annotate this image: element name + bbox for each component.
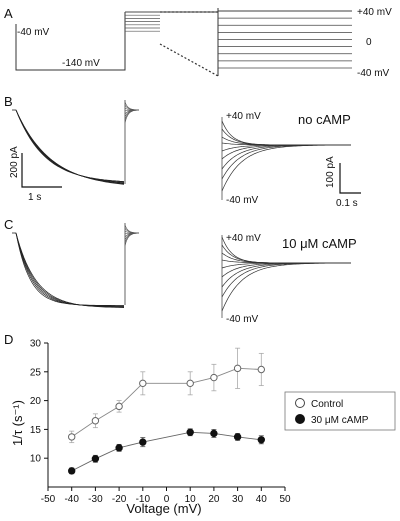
tail-trace [221, 262, 351, 312]
control-point [210, 373, 218, 382]
x-tick-label: -10 [136, 494, 151, 505]
tail-b-top-label: +40 mV [226, 111, 261, 122]
x-tick-label: 40 [256, 494, 268, 505]
scale-bar-left-y: 200 pA [9, 146, 20, 178]
x-tick-label: 0 [164, 494, 170, 505]
camp-point [186, 428, 194, 436]
protocol-zero-label: 0 [366, 37, 372, 48]
y-tick-label: 20 [30, 396, 42, 407]
panel-c: C +40 mV -40 mV 10 μM cAMP [4, 217, 357, 325]
tail-trace [221, 262, 351, 298]
legend-camp-label: 30 μM cAMP [311, 415, 369, 426]
activation-trace [15, 109, 125, 185]
control-point [115, 402, 123, 411]
protocol-top-label: +40 mV [357, 7, 392, 18]
y-tick-label: 15 [30, 425, 42, 436]
camp-point [210, 429, 218, 438]
activation-trace [15, 232, 124, 307]
activation-trace [15, 232, 124, 306]
series-line [71, 367, 262, 438]
panel-d-label: D [4, 332, 13, 347]
x-tick-label: 10 [185, 494, 197, 505]
activation-tail-mini [124, 109, 140, 124]
legend-box [284, 391, 396, 431]
tail-b-bottom-label: -40 mV [226, 195, 259, 206]
scale-bar-right-y: 100 pA [325, 156, 336, 188]
tail-traces-c [221, 235, 351, 318]
x-tick-label: 50 [279, 494, 291, 505]
camp-point [115, 444, 123, 452]
camp-point [233, 433, 242, 441]
condition-c-label: 10 μM cAMP [282, 236, 357, 251]
panel-c-label: C [4, 217, 13, 232]
activation-trace [15, 109, 125, 182]
y-tick-label: 25 [30, 367, 42, 378]
tail-traces-b [221, 117, 351, 200]
control-point [186, 379, 194, 388]
camp-point [91, 455, 100, 463]
activation-trace [15, 109, 125, 185]
tail-trace [221, 128, 351, 146]
x-tick-label: -20 [112, 494, 127, 505]
camp-point [257, 436, 265, 444]
panel-b-label: B [4, 94, 13, 109]
scale-bar-right-x: 0.1 s [336, 198, 358, 209]
panel-d: D -50 -40 -30 -20 -10 0 10 20 30 40 50 10 15 20 25 30 V… [4, 332, 396, 516]
camp-point [68, 467, 76, 475]
protocol-hold-label: -40 mV [17, 27, 50, 38]
control-point [233, 364, 242, 373]
legend-control-label: Control [311, 399, 343, 410]
activation-trace [15, 232, 124, 308]
rate-voltage-chart: -50 -40 -30 -20 -10 0 10 20 30 40 50 10 15 20 25 30 [30, 339, 291, 506]
condition-b-label: no cAMP [298, 112, 351, 127]
panel-a-label: A [4, 6, 13, 21]
activation-trace [15, 232, 124, 307]
activation-tail-mini [124, 224, 139, 234]
x-axis-label: Voltage (mV) [126, 501, 201, 516]
protocol-step-label: -140 mV [62, 58, 100, 69]
x-tick-label: -50 [41, 494, 56, 505]
control-point [257, 365, 265, 374]
scale-bar-left-b [21, 153, 62, 188]
tail-trace [221, 144, 351, 192]
tail-c-top-label: +40 mV [226, 233, 261, 244]
control-point [139, 379, 147, 388]
x-tick-label: -30 [88, 494, 103, 505]
control-point [68, 433, 76, 441]
x-tick-label: 30 [232, 494, 244, 505]
tail-trace [221, 252, 351, 264]
panel-b: B 200 pA 1 s +40 mV -40 mV no cAMP 100 p… [4, 94, 361, 209]
activation-traces-c [12, 223, 140, 308]
legend: Control 30 μM cAMP [284, 391, 396, 431]
camp-point [139, 438, 147, 446]
y-tick-label: 10 [30, 454, 42, 465]
activation-trace [15, 232, 125, 308]
protocol-dotted-diagonal [159, 43, 219, 77]
control-point [91, 417, 100, 425]
y-tick-label: 30 [30, 339, 42, 350]
x-tick-label: -40 [64, 494, 79, 505]
x-tick-label: 20 [208, 494, 220, 505]
scale-bar-right-b [339, 163, 361, 194]
activation-tail-mini [124, 232, 140, 247]
tail-trace [221, 136, 351, 146]
scale-bar-left-x: 1 s [28, 192, 41, 203]
y-axis-label: 1/τ (s⁻¹) [10, 400, 25, 446]
activation-traces-b [12, 100, 140, 185]
series-line [71, 431, 262, 472]
protocol-steps [125, 10, 352, 77]
activation-tail-mini [124, 101, 139, 111]
panel-a: A -40 mV -140 mV +40 mV 0 -40 mV [4, 6, 392, 79]
tail-c-bottom-label: -40 mV [226, 314, 259, 325]
legend-control-marker [295, 398, 305, 408]
protocol-bottom-label: -40 mV [357, 68, 390, 79]
legend-camp-marker [295, 414, 305, 424]
